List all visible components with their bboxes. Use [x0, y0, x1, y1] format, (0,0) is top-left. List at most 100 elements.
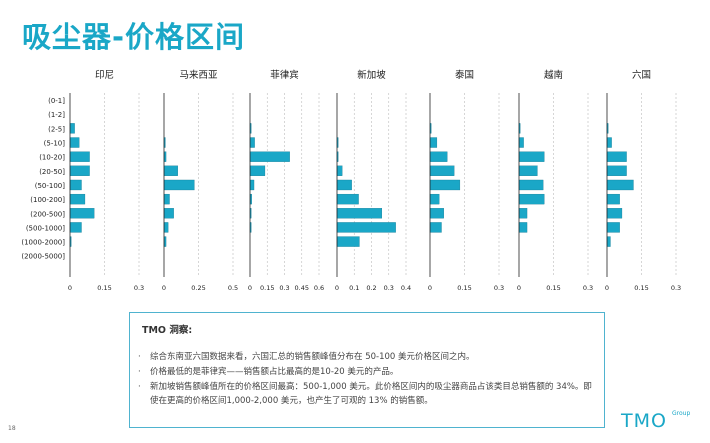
price-range-bar-chart: (0-1] (1-2] (2-5] (5-10] (10-20] (20-50] (50-1… [21, 69, 681, 292]
bar [249, 137, 255, 148]
panel-title: 六国 [632, 69, 651, 81]
bar [606, 222, 620, 233]
bar [518, 208, 528, 219]
bar [429, 222, 442, 233]
insight-bullets: · 综合东南亚六国数据来看，六国汇总的销售额峰值分布在 50-100 美元价格区… [138, 350, 598, 409]
x-tick-label: 0 [517, 284, 521, 292]
x-tick-label: 0.25 [191, 284, 205, 292]
insight-bullet: · 价格最低的是菲律宾——销售额占比最高的是10-20 美元的产品。 [138, 365, 598, 379]
bar [163, 222, 169, 233]
bar [429, 151, 448, 162]
category-label: (100-200] [30, 196, 65, 204]
bar [429, 165, 455, 176]
category-label: (500-1000] [26, 224, 65, 232]
bar [429, 137, 438, 148]
bar [163, 193, 170, 205]
category-label: (50-100] [35, 182, 66, 190]
category-label: (5-10] [44, 140, 66, 148]
x-tick-label: 0.1 [349, 284, 359, 292]
bar [69, 222, 82, 233]
panel-title: 泰国 [455, 69, 474, 81]
page-number: 18 [8, 425, 16, 432]
bar [606, 151, 627, 162]
bar [518, 222, 528, 233]
x-tick-label: 0.15 [457, 284, 471, 292]
bar [69, 193, 86, 205]
category-label: (10-20] [39, 154, 65, 162]
category-label: (200-500] [30, 210, 65, 218]
bar [69, 123, 75, 134]
x-tick-label: 0 [605, 284, 609, 292]
bar [518, 193, 545, 205]
x-tick-label: 0.3 [583, 284, 593, 292]
bar [249, 179, 255, 191]
bar [249, 151, 290, 162]
panel-title: 马来西亚 [179, 70, 218, 81]
x-tick-label: 0.3 [671, 284, 681, 292]
x-tick-label: 0 [335, 284, 339, 292]
x-tick-label: 0.15 [634, 284, 648, 292]
bar [69, 137, 80, 148]
category-label: (1-2] [48, 111, 65, 119]
bar [518, 179, 544, 191]
bar [518, 165, 538, 176]
panel-title: 印尼 [95, 69, 114, 81]
x-tick-label: 0.3 [279, 284, 289, 292]
category-label: (2-5] [48, 125, 65, 133]
bar [429, 208, 444, 219]
bar [249, 165, 266, 176]
x-tick-label: 0.3 [134, 284, 144, 292]
bar [606, 193, 620, 205]
bar [69, 165, 90, 176]
bar [336, 179, 352, 191]
bar [606, 165, 627, 176]
insight-bullet: · 新加坡销售额峰值所在的价格区间最高：500-1,000 美元。此价格区间内的… [138, 380, 598, 408]
insight-bullet-text: 综合东南亚六国数据来看，六国汇总的销售额峰值分布在 50-100 美元价格区间之… [150, 352, 475, 362]
bar [163, 165, 178, 176]
logo-text: TMO [621, 410, 667, 432]
bar [336, 208, 382, 219]
bar [69, 179, 82, 191]
panel-title: 新加坡 [357, 69, 386, 81]
bar [336, 236, 360, 247]
category-label: (20-50] [39, 168, 65, 176]
bar [336, 193, 359, 205]
bar [606, 236, 611, 247]
panel-title: 越南 [544, 69, 563, 81]
insight-bullet-text: 价格最低的是菲律宾——销售额占比最高的是10-20 美元的产品。 [150, 367, 399, 377]
insight-bullet: · 综合东南亚六国数据来看，六国汇总的销售额峰值分布在 50-100 美元价格区… [138, 350, 598, 364]
x-tick-label: 0.3 [384, 284, 394, 292]
bar [336, 165, 343, 176]
logo-group-text: Group [672, 410, 691, 417]
x-tick-label: 0 [162, 284, 166, 292]
insight-box: TMO 洞察: · 综合东南亚六国数据来看，六国汇总的销售额峰值分布在 50-1… [129, 312, 605, 428]
x-tick-label: 0 [68, 284, 72, 292]
x-tick-label: 0.5 [228, 284, 238, 292]
category-label: (1000-2000] [21, 239, 65, 247]
bar [163, 208, 174, 219]
bar [606, 137, 612, 148]
page-title: 吸尘器-价格区间 [22, 20, 246, 54]
panel-title: 菲律宾 [270, 69, 299, 81]
bar [518, 137, 524, 148]
bar [429, 179, 461, 191]
bar [163, 179, 195, 191]
x-tick-label: 0.15 [546, 284, 560, 292]
bar [69, 208, 95, 219]
x-tick-label: 0.15 [260, 284, 274, 292]
category-label: (0-1] [48, 97, 65, 105]
bar [429, 193, 440, 205]
bar [69, 151, 90, 162]
x-tick-label: 0 [248, 284, 252, 292]
company-logo: TMO Group [621, 410, 693, 432]
category-label: (2000-5000] [21, 253, 65, 261]
bullet-dot: · [138, 352, 141, 362]
insight-title: TMO 洞察: [142, 325, 193, 336]
x-tick-label: 0.45 [295, 284, 309, 292]
x-tick-label: 0.3 [494, 284, 504, 292]
bar [518, 151, 545, 162]
x-tick-label: 0.2 [366, 284, 376, 292]
bullet-dot: · [138, 367, 141, 377]
insight-bullet-text: 新加坡销售额峰值所在的价格区间最高：500-1,000 美元。此价格区间内的吸尘… [150, 382, 592, 406]
x-tick-label: 0 [428, 284, 432, 292]
